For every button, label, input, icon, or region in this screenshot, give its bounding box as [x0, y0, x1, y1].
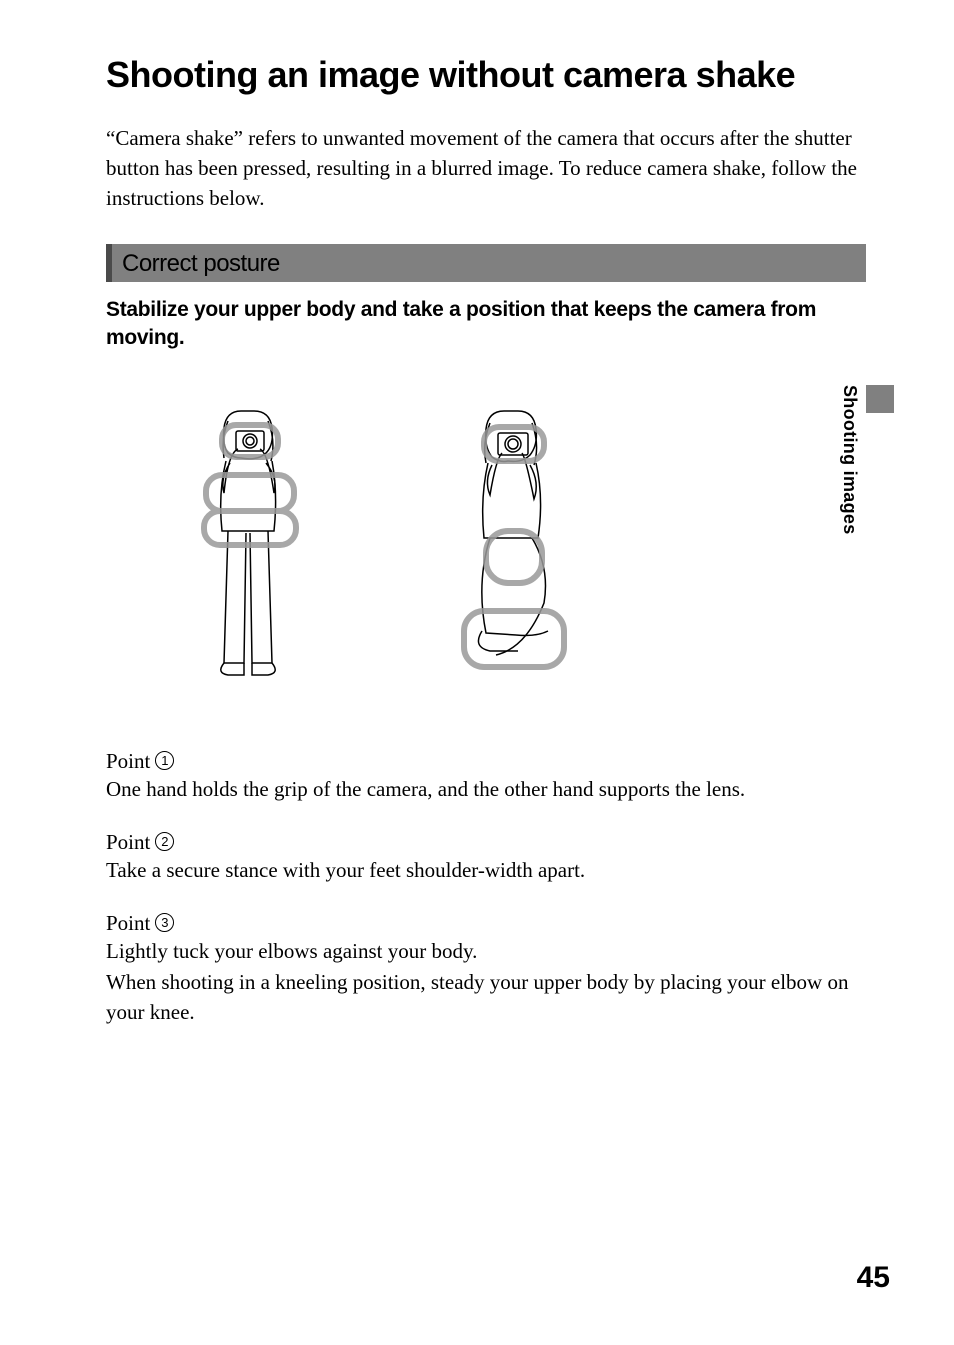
- intro-paragraph: “Camera shake” refers to unwanted moveme…: [106, 123, 866, 214]
- side-tab-marker: [866, 385, 894, 413]
- posture-figures: [106, 403, 866, 699]
- figure-kneeling: [426, 403, 606, 699]
- point-label-3: Point: [106, 911, 150, 936]
- side-tab-label: Shooting images: [839, 385, 860, 535]
- figure-standing: [166, 403, 346, 699]
- circled-number-2: 2: [155, 832, 174, 851]
- instruction-text: Stabilize your upper body and take a pos…: [106, 296, 866, 353]
- page-number: 45: [857, 1261, 890, 1295]
- point-3: Point 3 Lightly tuck your elbows against…: [106, 911, 866, 1027]
- point-text-2: Take a secure stance with your feet shou…: [106, 855, 866, 885]
- point-label-1: Point: [106, 749, 150, 774]
- point-label-2: Point: [106, 830, 150, 855]
- circled-number-1: 1: [155, 751, 174, 770]
- side-tab: Shooting images: [839, 385, 894, 655]
- point-1: Point 1 One hand holds the grip of the c…: [106, 749, 866, 804]
- point-text-3: Lightly tuck your elbows against your bo…: [106, 936, 866, 1027]
- page-title: Shooting an image without camera shake: [106, 55, 866, 95]
- circled-number-3: 3: [155, 913, 174, 932]
- point-text-1: One hand holds the grip of the camera, a…: [106, 774, 866, 804]
- section-header: Correct posture: [106, 244, 866, 282]
- point-2: Point 2 Take a secure stance with your f…: [106, 830, 866, 885]
